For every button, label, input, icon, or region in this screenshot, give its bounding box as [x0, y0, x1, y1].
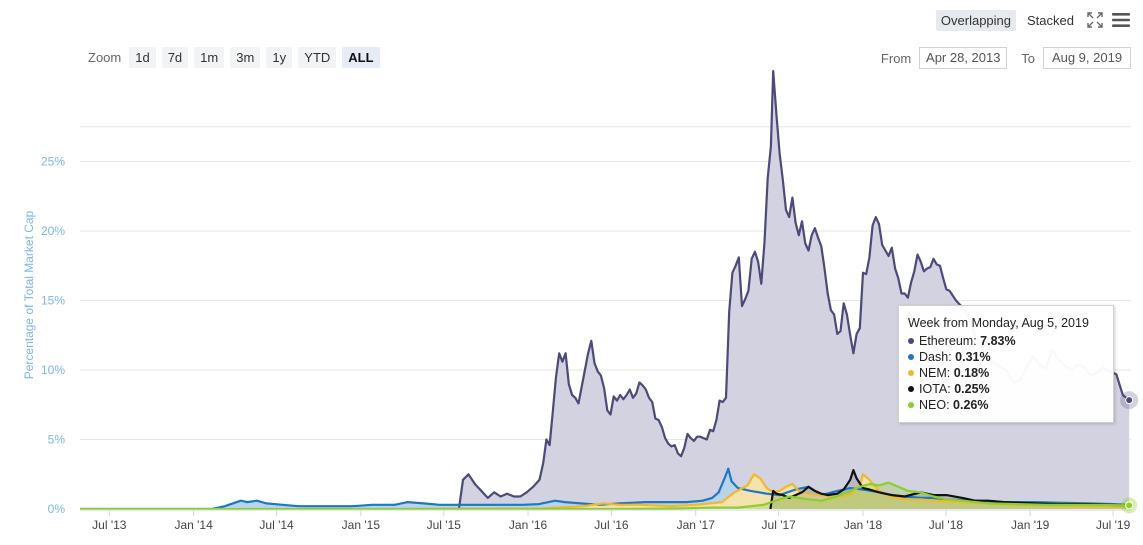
x-tick-label: Jan '18 [844, 518, 883, 532]
x-axis: Jul '13 Jan '14 Jul '14 Jan '15 Jul '15 Jan '… [80, 509, 1131, 532]
tooltip-row-nem: NEM: 0.18% [908, 365, 1104, 381]
to-date-input[interactable]: Aug 9, 2019 [1043, 47, 1131, 69]
series-line-dash [80, 467, 1130, 511]
x-tick-label: Jan '19 [1011, 518, 1050, 532]
tooltip-series-value: 7.83% [980, 334, 1016, 348]
series-line-iota [769, 469, 1130, 510]
x-tick-label: Jan '16 [509, 518, 548, 532]
hamburger-menu-icon[interactable] [1111, 10, 1131, 30]
zoom-1m-button[interactable]: 1m [194, 47, 225, 68]
hover-marker-ethereum [1125, 396, 1134, 405]
x-tick-label: Jan '15 [342, 518, 381, 532]
tooltip-series-value: 0.26% [953, 398, 989, 412]
y-tick-label: 15% [41, 294, 65, 308]
tooltip-series-value: 0.25% [954, 382, 990, 396]
tooltip-series-value: 0.18% [953, 366, 990, 380]
zoom-1d-button[interactable]: 1d [129, 47, 156, 68]
tooltip-series-name: Ethereum [919, 334, 974, 348]
series-dot [908, 337, 914, 344]
x-tick-label: Jul '18 [929, 518, 964, 532]
y-tick-label: 10% [41, 363, 65, 377]
x-tick-label: Jul '16 [594, 518, 629, 532]
series-line-nem [402, 473, 1130, 511]
zoom-ytd-button[interactable]: YTD [298, 47, 337, 68]
fullscreen-icon[interactable] [1085, 10, 1105, 30]
series-area-nem [402, 474, 1130, 509]
tooltip-series-value: 0.31% [955, 350, 991, 364]
y-tick-label: 20% [41, 224, 65, 238]
x-tick-label: Jan '17 [677, 518, 716, 532]
zoom-controls: Zoom 1d 7d 1m 3m 1y YTD ALL [88, 47, 380, 68]
x-tick-label: Jul '19 [1096, 518, 1131, 532]
tooltip-series-name: NEO [919, 398, 947, 412]
zoom-7d-button[interactable]: 7d [161, 47, 189, 68]
tooltip-row-ethereum: Ethereum: 7.83% [908, 333, 1104, 349]
y-tick-label: 0% [48, 502, 66, 516]
zoom-label: Zoom [88, 50, 122, 65]
series-dot [908, 385, 914, 392]
zoom-3m-button[interactable]: 3m [230, 47, 261, 68]
from-label: From [880, 50, 912, 66]
tooltip-row-dash: Dash: 0.31% [908, 349, 1104, 365]
series-areas [80, 71, 1130, 509]
y-axis: 0% 5% 10% 15% 20% 25% [41, 155, 65, 517]
overlapping-mode-button[interactable]: Overlapping [935, 9, 1017, 31]
series-line-neo [80, 481, 1130, 511]
x-tick-label: Jul '14 [259, 518, 294, 532]
chart-tooltip: Week from Monday, Aug 5, 2019 Ethereum: … [898, 305, 1114, 423]
x-tick-label: Jul '13 [92, 518, 127, 532]
y-tick-label: 25% [41, 155, 65, 169]
series-dot [908, 353, 914, 360]
zoom-1y-button[interactable]: 1y [266, 47, 293, 68]
series-dot [908, 369, 914, 376]
series-area-iota [770, 470, 1130, 509]
series-layer [80, 70, 1130, 511]
series-lines [80, 70, 1130, 511]
y-tick-label: 5% [48, 433, 66, 447]
y-axis-title: Percentage of Total Market Cap [22, 210, 36, 379]
series-area-ethereum [458, 71, 1130, 509]
to-label: To [1021, 50, 1035, 66]
chart-mode-toolbar: Overlapping Stacked [935, 9, 1131, 31]
date-range: From Apr 28, 2013 To Aug 9, 2019 [881, 47, 1131, 69]
hover-marker-neo [1125, 501, 1134, 510]
zoom-all-button[interactable]: ALL [342, 47, 380, 68]
from-date-input[interactable]: Apr 28, 2013 [919, 47, 1008, 69]
tooltip-series-name: IOTA [919, 382, 948, 396]
tooltip-series-name: NEM [919, 366, 947, 380]
tooltip-header: Week from Monday, Aug 5, 2019 [908, 316, 1089, 330]
end-markers [1120, 391, 1139, 514]
series-dot [908, 401, 914, 408]
x-tick-label: Jul '15 [427, 518, 462, 532]
x-tick-label: Jan '14 [174, 518, 213, 532]
series-line-ethereum [457, 70, 1130, 510]
tooltip-row-neo: NEO: 0.26% [908, 397, 1104, 413]
x-tick-label: Jul '17 [762, 518, 797, 532]
tooltip-series-name: Dash [919, 350, 949, 364]
stacked-mode-button[interactable]: Stacked [1027, 12, 1074, 28]
tooltip-row-iota: IOTA: 0.25% [908, 381, 1104, 397]
